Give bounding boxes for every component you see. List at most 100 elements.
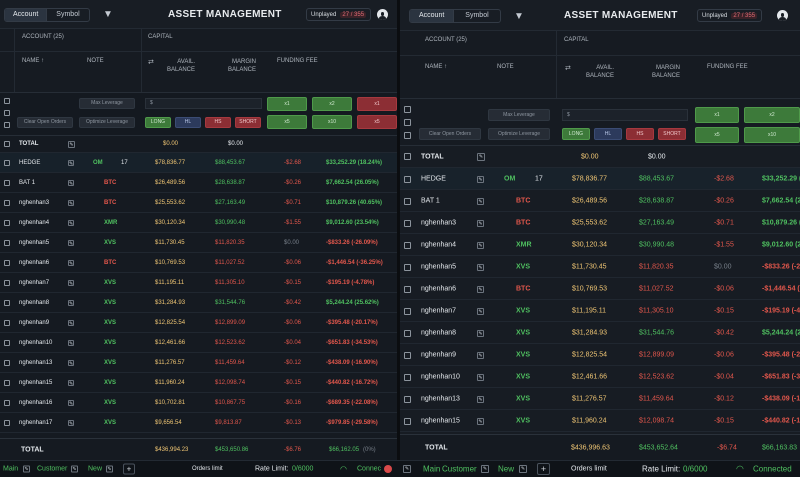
checkbox[interactable] bbox=[4, 300, 10, 306]
checkbox[interactable] bbox=[4, 340, 10, 346]
checkbox[interactable] bbox=[404, 219, 411, 227]
avatar[interactable] bbox=[384, 465, 392, 473]
edit-icon[interactable]: ✎ bbox=[477, 307, 484, 315]
short-button[interactable]: SHORT bbox=[658, 128, 686, 140]
checkbox[interactable] bbox=[404, 132, 411, 139]
edit-icon[interactable]: ✎ bbox=[477, 241, 484, 249]
optimize-leverage-button[interactable]: Optimize Leverage bbox=[488, 128, 550, 140]
swap-icon[interactable]: ⇄ bbox=[565, 65, 571, 72]
tab-symbol[interactable]: Symbol bbox=[453, 10, 499, 22]
header-name[interactable]: NAME ↑ bbox=[22, 58, 44, 64]
checkbox[interactable] bbox=[4, 380, 10, 386]
edit-icon[interactable]: ✎ bbox=[68, 180, 74, 187]
hs-button[interactable]: HS bbox=[205, 117, 231, 128]
max-leverage-button[interactable]: Max Leverage bbox=[79, 98, 135, 109]
edit-icon[interactable]: ✎ bbox=[68, 260, 74, 267]
table-row[interactable]: HEDGE ✎ OM 17 $78,836.77 $88,453.67 -$2.68 $33,… bbox=[400, 168, 800, 190]
edit-icon[interactable]: ✎ bbox=[68, 360, 74, 367]
table-row[interactable]: nghenhan7 ✎ XVS $11,195.11 $11,305.10 -$0.15 -… bbox=[400, 300, 800, 322]
clear-open-orders-button[interactable]: Clear Open Orders bbox=[17, 117, 73, 128]
tab-main[interactable]: Main bbox=[423, 464, 441, 474]
checkbox[interactable] bbox=[4, 122, 10, 128]
long-button[interactable]: LONG bbox=[562, 128, 590, 140]
chevron-down-icon[interactable]: ▼ bbox=[514, 11, 524, 22]
edit-icon[interactable]: ✎ bbox=[519, 465, 527, 473]
user-icon[interactable] bbox=[377, 9, 388, 20]
x1-long-button[interactable]: x1 bbox=[267, 97, 307, 111]
swap-icon[interactable]: ⇄ bbox=[148, 59, 154, 66]
table-row[interactable]: nghenhan13 ✎ XVS $11,276.57 $11,459.64 -$0.12… bbox=[0, 353, 397, 373]
table-row[interactable]: nghenhan3 ✎ BTC $25,553.62 $27,163.49 -$0.71 $… bbox=[0, 193, 397, 213]
checkbox[interactable] bbox=[4, 180, 10, 186]
table-row[interactable]: nghenhan3 ✎ BTC $25,553.62 $27,163.49 -$0.71 $… bbox=[400, 212, 800, 234]
hl-button[interactable]: HL bbox=[594, 128, 622, 140]
table-row[interactable]: nghenhan8 ✎ XVS $31,284.93 $31,544.76 -$0.42 $… bbox=[0, 293, 397, 313]
x5-long-button[interactable]: x5 bbox=[267, 115, 307, 129]
edit-icon[interactable]: ✎ bbox=[68, 400, 74, 407]
header-name[interactable]: NAME ↑ bbox=[425, 64, 447, 70]
tab-new[interactable]: New bbox=[88, 465, 103, 473]
x10-long-button[interactable]: x10 bbox=[744, 127, 800, 143]
edit-icon[interactable]: ✎ bbox=[68, 340, 74, 347]
user-icon[interactable] bbox=[777, 10, 788, 21]
table-row[interactable]: nghenhan8 ✎ XVS $31,284.93 $31,544.76 -$0.42 $… bbox=[400, 322, 800, 344]
edit-icon[interactable]: ✎ bbox=[477, 285, 484, 293]
edit-icon[interactable]: ✎ bbox=[477, 219, 484, 227]
table-row[interactable]: BAT 1 ✎ BTC $26,489.56 $28,638.87 -$0.26 $7,66… bbox=[400, 190, 800, 212]
long-button[interactable]: LONG bbox=[145, 117, 171, 128]
table-row[interactable]: nghenhan4 ✎ XMR $30,120.34 $30,990.48 -$1.55 $… bbox=[0, 213, 397, 233]
table-row[interactable]: nghenhan9 ✎ XVS $12,825.54 $12,899.09 -$0.06 -… bbox=[400, 344, 800, 366]
table-row[interactable]: nghenhan4 ✎ XMR $30,120.34 $30,990.48 -$1.55 $… bbox=[400, 234, 800, 256]
table-row[interactable]: nghenhan6 ✎ BTC $10,769.53 $11,027.52 -$0.06 -… bbox=[0, 253, 397, 273]
checkbox[interactable] bbox=[404, 307, 411, 315]
amount-input[interactable]: $ bbox=[145, 98, 262, 109]
optimize-leverage-button[interactable]: Optimize Leverage bbox=[79, 117, 135, 128]
edit-icon[interactable]: ✎ bbox=[23, 465, 30, 473]
edit-icon[interactable]: ✎ bbox=[68, 141, 75, 148]
unplayed-counter[interactable]: Unplayed 27 / 355 bbox=[306, 8, 372, 21]
short-button[interactable]: SHORT bbox=[235, 117, 261, 128]
unplayed-counter[interactable]: Unplayed 27 / 355 bbox=[697, 9, 763, 22]
x10-long-button[interactable]: x10 bbox=[312, 115, 352, 129]
max-leverage-button[interactable]: Max Leverage bbox=[488, 109, 550, 121]
x1-short-button[interactable]: x1 bbox=[357, 97, 397, 111]
table-row[interactable]: nghenhan5 ✎ XVS $11,730.45 $11,820.35 $0.00 -$… bbox=[400, 256, 800, 278]
checkbox[interactable] bbox=[404, 329, 411, 337]
edit-icon[interactable]: ✎ bbox=[477, 373, 484, 381]
tab-customer[interactable]: Customer bbox=[37, 465, 68, 473]
checkbox[interactable] bbox=[4, 110, 10, 116]
table-row[interactable]: nghenhan9 ✎ XVS $12,825.54 $12,899.09 -$0.06 -… bbox=[0, 313, 397, 333]
checkbox[interactable] bbox=[404, 351, 411, 359]
chevron-down-icon[interactable]: ▼ bbox=[103, 9, 113, 20]
x2-long-button[interactable]: x2 bbox=[744, 107, 800, 123]
tab-symbol[interactable]: Symbol bbox=[46, 9, 88, 21]
table-row[interactable]: nghenhan10 ✎ XVS $12,461.66 $12,523.62 -$0.04… bbox=[0, 333, 397, 353]
amount-input[interactable]: $ bbox=[562, 109, 688, 121]
checkbox[interactable] bbox=[404, 106, 411, 113]
edit-icon[interactable]: ✎ bbox=[68, 220, 74, 227]
table-row[interactable]: BAT 1 ✎ BTC $26,489.56 $28,638.87 -$0.26 $7,66… bbox=[0, 173, 397, 193]
edit-icon[interactable]: ✎ bbox=[106, 465, 113, 473]
checkbox[interactable] bbox=[4, 360, 10, 366]
edit-icon[interactable]: ✎ bbox=[68, 160, 74, 167]
edit-icon[interactable]: ✎ bbox=[68, 300, 74, 307]
checkbox[interactable] bbox=[4, 280, 10, 286]
edit-icon[interactable]: ✎ bbox=[71, 465, 78, 473]
checkbox[interactable] bbox=[4, 141, 10, 147]
checkbox[interactable] bbox=[404, 285, 411, 293]
checkbox[interactable] bbox=[404, 153, 411, 160]
hl-button[interactable]: HL bbox=[175, 117, 201, 128]
checkbox[interactable] bbox=[404, 373, 411, 381]
edit-icon[interactable]: ✎ bbox=[68, 380, 74, 387]
clear-open-orders-button[interactable]: Clear Open Orders bbox=[419, 128, 481, 140]
table-row[interactable]: nghenhan10 ✎ XVS $12,461.66 $12,523.62 -$0.04… bbox=[400, 366, 800, 388]
edit-icon[interactable]: ✎ bbox=[477, 175, 484, 183]
checkbox[interactable] bbox=[4, 260, 10, 266]
edit-icon[interactable]: ✎ bbox=[477, 417, 484, 425]
checkbox[interactable] bbox=[4, 220, 10, 226]
tab-main[interactable]: Main bbox=[3, 465, 19, 473]
tab-new[interactable]: New bbox=[498, 464, 515, 474]
table-row[interactable]: nghenhan6 ✎ BTC $10,769.53 $11,027.52 -$0.06 -… bbox=[400, 278, 800, 300]
edit-icon[interactable]: ✎ bbox=[481, 465, 489, 473]
checkbox[interactable] bbox=[4, 320, 10, 326]
